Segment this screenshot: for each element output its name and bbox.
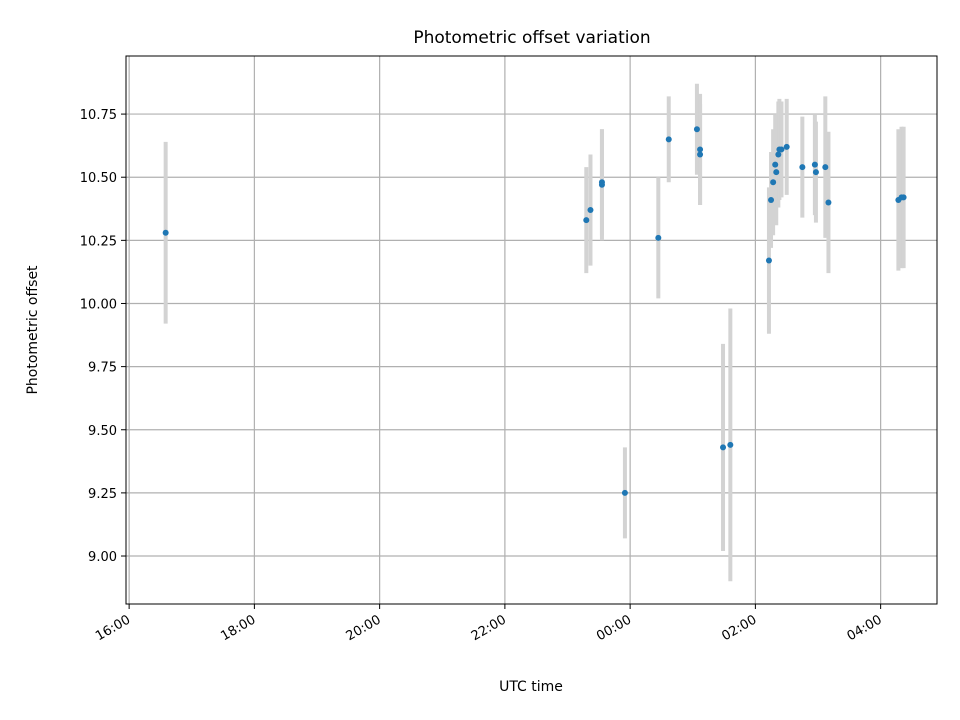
data-point xyxy=(772,161,779,168)
data-point xyxy=(799,164,806,171)
data-point xyxy=(621,489,628,496)
data-point xyxy=(598,179,605,186)
data-point xyxy=(583,217,590,224)
data-point xyxy=(697,151,704,158)
data-point xyxy=(693,126,700,133)
data-point xyxy=(770,179,777,186)
y-tick-label: 10.50 xyxy=(80,171,117,186)
data-point xyxy=(665,136,672,143)
plot-frame xyxy=(125,55,938,605)
y-axis: 9.00 9.25 9.50 9.75 10.00 10.25 10.50 10.75 xyxy=(80,108,126,565)
y-tick-label: 10.00 xyxy=(80,297,117,312)
data-point xyxy=(812,169,819,176)
data-point xyxy=(587,207,594,214)
data-point xyxy=(783,143,790,150)
data-point xyxy=(811,161,818,168)
data-point xyxy=(697,146,704,153)
data-point xyxy=(825,199,832,206)
data-point xyxy=(768,196,775,203)
y-tick-label: 9.00 xyxy=(88,550,117,565)
y-tick-label: 9.25 xyxy=(88,487,117,502)
data-points xyxy=(162,126,907,496)
y-axis-label: Photometric offset xyxy=(25,265,41,395)
x-axis-label: UTC time xyxy=(499,679,563,695)
data-point xyxy=(822,164,829,171)
data-point xyxy=(778,146,785,153)
y-tick-label: 10.75 xyxy=(80,108,117,123)
y-tick-label: 9.75 xyxy=(88,361,117,376)
chart-title: Photometric offset variation xyxy=(413,28,650,48)
data-point xyxy=(655,234,662,241)
data-point xyxy=(900,194,907,201)
data-point xyxy=(775,151,782,158)
data-point xyxy=(773,169,780,176)
y-tick-label: 9.50 xyxy=(88,424,117,439)
data-point xyxy=(727,441,734,448)
data-point xyxy=(162,229,169,236)
y-tick-label: 10.25 xyxy=(80,234,117,249)
data-point xyxy=(720,444,727,451)
data-point xyxy=(765,257,772,264)
